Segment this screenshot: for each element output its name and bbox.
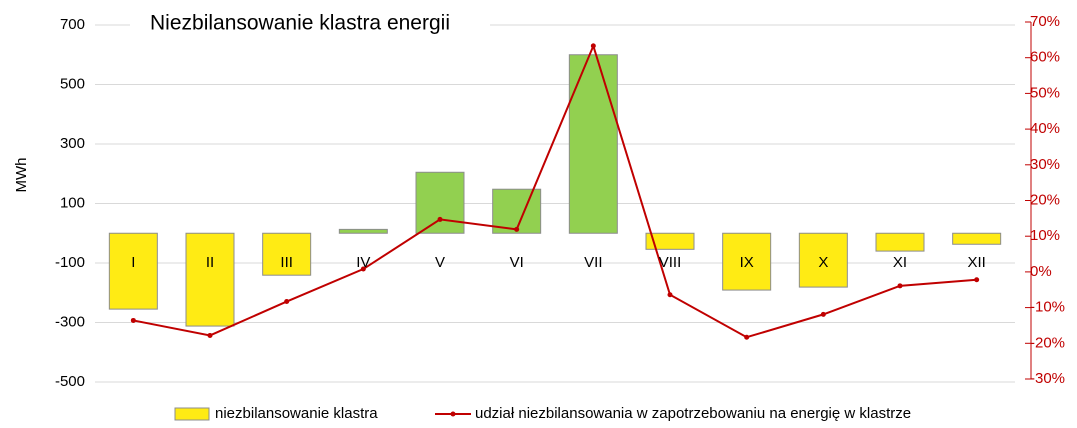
x-tick-label: V (435, 254, 445, 271)
y2-tick-label: -20% (1030, 334, 1065, 351)
y2-tick-label: 30% (1030, 156, 1060, 173)
bar (108, 232, 158, 310)
x-tick-label: I (131, 254, 135, 271)
x-tick-label: X (818, 254, 828, 271)
y-tick-label: 100 (60, 194, 85, 211)
legend-swatch (174, 407, 210, 421)
legend-label: niezbilansowanie klastra (215, 405, 378, 422)
y2-tick-label: -10% (1030, 299, 1065, 316)
bar (952, 232, 1002, 245)
line-marker (744, 334, 750, 340)
legend-label: udział niezbilansowania w zapotrzebowani… (475, 405, 911, 422)
line-marker (437, 216, 443, 222)
y2-tick-label: 50% (1030, 84, 1060, 101)
bar (645, 232, 695, 250)
bar (415, 171, 465, 234)
x-tick-label: VII (584, 254, 602, 271)
line (133, 42, 977, 339)
bar (722, 232, 772, 291)
line-marker (974, 277, 980, 283)
y2-tick-label: 40% (1030, 120, 1060, 137)
y2-tick-label: -30% (1030, 370, 1065, 387)
bar (492, 188, 542, 234)
legend-marker (450, 411, 456, 417)
y-tick-label: 300 (60, 135, 85, 152)
y2-tick-label: 60% (1030, 49, 1060, 66)
x-tick-label: VI (510, 254, 524, 271)
line-marker (284, 299, 290, 305)
x-tick-label: IX (740, 254, 754, 271)
x-tick-label: IV (356, 254, 370, 271)
line-marker (667, 292, 673, 298)
x-tick-label: III (280, 254, 293, 271)
y2-tick-label: 20% (1030, 191, 1060, 208)
y-tick-label: 700 (60, 16, 85, 33)
line-marker (590, 43, 596, 49)
title-background (130, 8, 490, 42)
bar (185, 232, 235, 327)
line-marker (897, 283, 903, 289)
line-marker (360, 266, 366, 272)
bar (338, 228, 388, 234)
chart-title: Niezbilansowanie klastra energii (150, 12, 450, 35)
x-tick-label: XI (893, 254, 907, 271)
y-tick-label: -500 (55, 373, 85, 390)
line-marker (820, 311, 826, 317)
line-marker (514, 226, 520, 232)
x-tick-label: VIII (659, 254, 682, 271)
x-tick-label: XII (967, 254, 985, 271)
y2-tick-label: 10% (1030, 227, 1060, 244)
grid-group (95, 24, 1015, 383)
line-marker (130, 317, 136, 323)
bar (568, 54, 618, 234)
bar (798, 232, 848, 288)
line-marker (207, 332, 213, 338)
y-tick-label: -100 (55, 254, 85, 271)
y-tick-label: 500 (60, 75, 85, 92)
y-axis-label: MWh (13, 158, 30, 193)
bar (875, 232, 925, 252)
y2-tick-label: 70% (1030, 13, 1060, 30)
y2-tick-label: 0% (1030, 263, 1052, 280)
bar (262, 232, 312, 276)
x-tick-label: II (206, 254, 214, 271)
y-tick-label: -300 (55, 313, 85, 330)
